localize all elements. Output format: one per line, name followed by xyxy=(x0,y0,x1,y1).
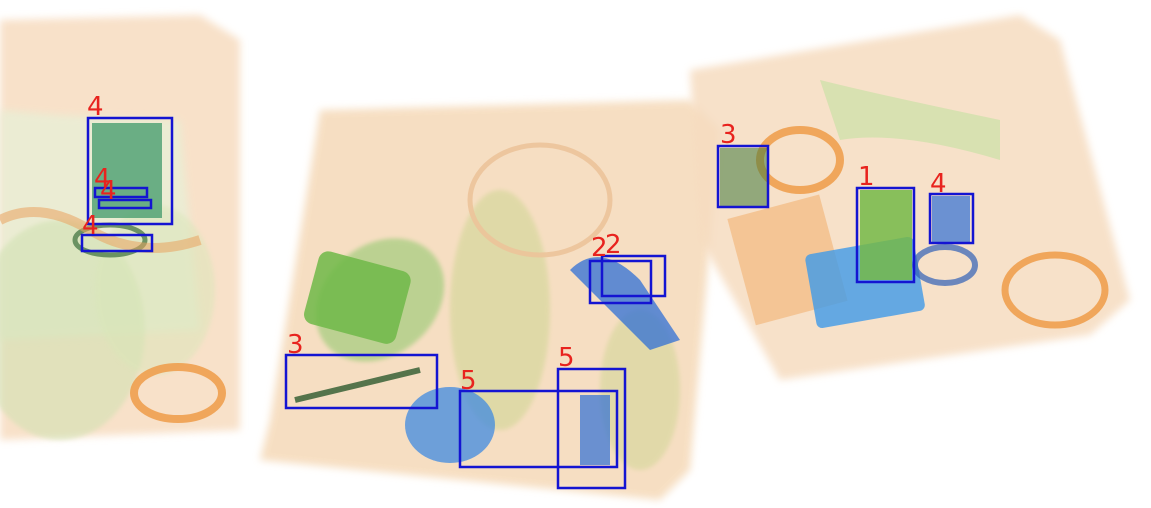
detection-box xyxy=(458,389,619,469)
detection-label: 4 xyxy=(100,176,117,206)
detection-label: 2 xyxy=(605,230,622,260)
middle-bag xyxy=(260,100,720,500)
detection-box xyxy=(588,259,653,305)
detection-label: 4 xyxy=(930,169,947,199)
detection-boxes xyxy=(80,116,975,490)
detection-box xyxy=(284,353,439,410)
detection-box xyxy=(97,198,153,210)
detection-label: 4 xyxy=(82,211,99,241)
detection-box xyxy=(86,116,174,226)
left-bag xyxy=(0,15,240,440)
detection-label: 3 xyxy=(720,120,737,150)
detection-label: 3 xyxy=(287,330,304,360)
detection-box xyxy=(93,186,149,199)
detection-box xyxy=(716,144,770,209)
detection-box xyxy=(556,367,627,490)
detection-box xyxy=(80,233,154,253)
detection-box xyxy=(928,192,975,245)
detection-label: 2 xyxy=(591,233,608,263)
detection-label: 5 xyxy=(460,366,477,396)
detection-box xyxy=(855,186,916,284)
right-bag xyxy=(690,15,1130,380)
detection-label: 5 xyxy=(558,343,575,373)
detection-label: 4 xyxy=(94,164,111,194)
detection-label: 1 xyxy=(858,162,875,192)
detection-box xyxy=(600,254,667,298)
detection-label: 4 xyxy=(87,92,104,122)
